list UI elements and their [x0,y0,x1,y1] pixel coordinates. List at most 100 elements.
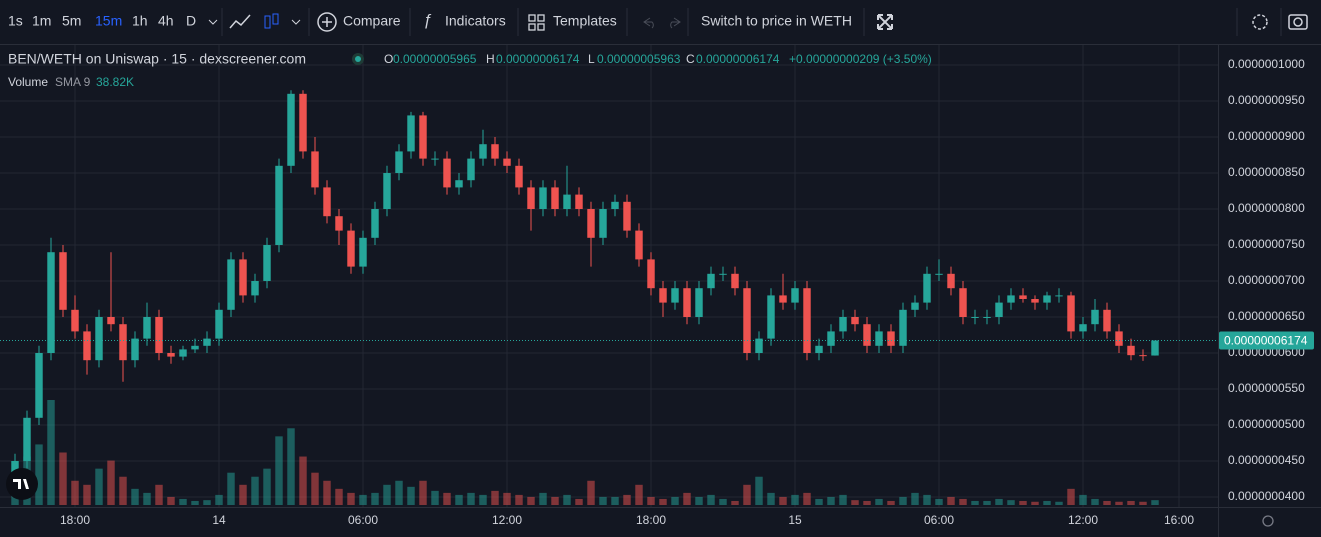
volume-name: Volume [8,75,48,89]
candle-body [419,115,427,159]
volume-bar [95,468,103,505]
candle-body [287,93,295,166]
volume-bar [371,492,379,505]
candle-body [503,158,511,166]
candle-body [1019,295,1027,300]
candle-body [131,338,139,361]
ohlc-key: L [588,52,595,66]
interval-active[interactable]: 15m [95,13,122,29]
candle-body [731,273,739,289]
y-tick-label: 0.0000000800 [1228,201,1305,215]
volume-bar [647,496,655,505]
last-price-box [1219,331,1314,350]
candle-body [851,317,859,325]
candle-body [599,209,607,238]
volume-bar [779,496,787,505]
candle-body [359,237,367,267]
axis-settings-icon[interactable] [1262,515,1274,527]
candle-body [563,194,571,210]
volume-bar [1139,501,1147,505]
candle-body [827,331,835,346]
interval[interactable]: 4h [158,13,174,29]
candle-body [539,187,547,210]
candle-body [239,259,247,296]
candle-body [791,288,799,303]
interval[interactable]: 1s [8,13,23,29]
volume-bar [575,498,583,505]
volume-bar [1043,500,1051,505]
candle-body [671,288,679,303]
templates-button[interactable]: Templates [553,13,617,29]
volume-bar [119,476,127,505]
volume-bar [311,472,319,505]
compare-icon[interactable] [317,12,337,32]
volume-bar [383,484,391,505]
candle-body [575,194,583,210]
candle-icon[interactable] [264,13,279,29]
ohlc-value: 0.00000006174 [696,52,780,66]
interval[interactable]: 1m [32,13,51,29]
candle-body [59,252,67,310]
candle-body [47,252,55,353]
redo-icon[interactable] [670,17,681,29]
volume-bar [443,492,451,505]
candle-body [95,317,103,361]
interval[interactable]: D [186,13,196,29]
candle-body [887,331,895,346]
volume-bar [683,492,691,505]
candle-body [983,317,991,319]
volume-bar [1055,501,1063,505]
interval[interactable]: 1h [132,13,148,29]
volume-bar [899,496,907,505]
screenshot-icon[interactable] [1288,14,1308,30]
ohlc-key: H [486,52,495,66]
templates-icon[interactable] [528,14,545,31]
x-tick-label: 15 [788,513,802,527]
volume-bar [1103,500,1111,505]
candle-body [311,151,319,188]
candle-body [647,259,655,289]
line-chart-icon[interactable] [229,14,251,29]
dropdown-icon[interactable] [208,19,218,25]
grid [0,45,1218,507]
compare-button[interactable]: Compare [343,13,401,29]
candle-body [275,165,283,246]
volume-bar [1067,488,1075,505]
candle-body [611,201,619,210]
y-tick-label: 0.0000000400 [1228,489,1305,503]
candle-body [467,158,475,181]
volume-bar [875,498,883,505]
dropdown-icon[interactable] [291,19,301,25]
volume-bar [791,494,799,505]
y-tick-label: 0.0000000550 [1228,381,1305,395]
candle-body [407,115,415,152]
status-dot [355,56,361,62]
undo-icon[interactable] [643,17,654,29]
fullscreen-icon[interactable] [877,14,893,30]
candle-body [515,165,523,188]
volume-value: 38.82K [96,75,134,89]
candle-body [395,151,403,174]
volume-bar [395,480,403,505]
volume-bar [239,484,247,505]
indicators-button[interactable]: Indicators [445,13,506,29]
interval[interactable]: 5m [62,13,81,29]
volume-bar [215,494,223,505]
volume-bar [587,480,595,505]
indicators-icon[interactable]: ƒ [423,12,432,29]
candle-body [635,230,643,260]
switch-price-button[interactable]: Switch to price in WETH [701,13,852,29]
volume-bar [815,498,823,505]
ohlc-value: 0.00000005965 [393,52,477,66]
candle-body [455,180,463,188]
settings-icon[interactable] [1252,14,1268,30]
volume-bar [599,496,607,505]
volume-bar [563,494,571,505]
ohlc-value: 0.00000005963 [597,52,681,66]
volume-bar [671,496,679,505]
volume-bar [131,488,139,505]
candle-body [191,345,199,350]
candle-body [1079,324,1087,332]
candle-body [683,288,691,318]
